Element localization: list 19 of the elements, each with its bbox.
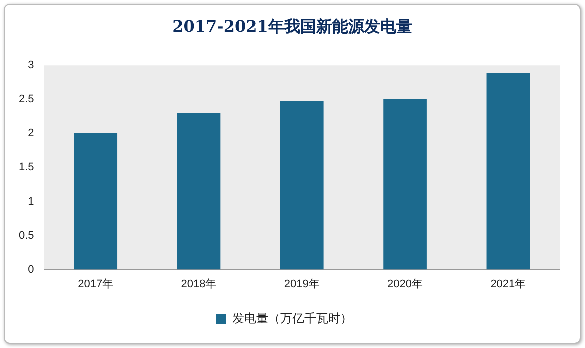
y-tick-label: 1 <box>28 196 34 208</box>
x-tick-label: 2018年 <box>181 278 217 290</box>
bar <box>486 73 530 270</box>
x-tick-label: 2017年 <box>78 278 114 290</box>
y-tick-label: 0.5 <box>18 230 34 242</box>
legend-label: 发电量（万亿千瓦时） <box>232 311 352 326</box>
bar <box>280 100 324 270</box>
x-tick-label: 2020年 <box>388 278 424 290</box>
chart-title: 2017-2021年我国新能源发电量 <box>172 17 414 38</box>
y-tick-label: 0 <box>28 264 34 276</box>
y-tick-label: 2 <box>28 128 34 140</box>
y-tick-label: 3 <box>28 60 34 72</box>
y-tick-label: 2.5 <box>18 94 34 106</box>
x-tick-label: 2019年 <box>284 278 320 290</box>
x-tick-label: 2021年 <box>490 278 526 290</box>
bar <box>177 113 221 270</box>
y-tick-label: 1.5 <box>18 162 34 174</box>
bar <box>384 98 427 270</box>
bar <box>74 132 118 270</box>
